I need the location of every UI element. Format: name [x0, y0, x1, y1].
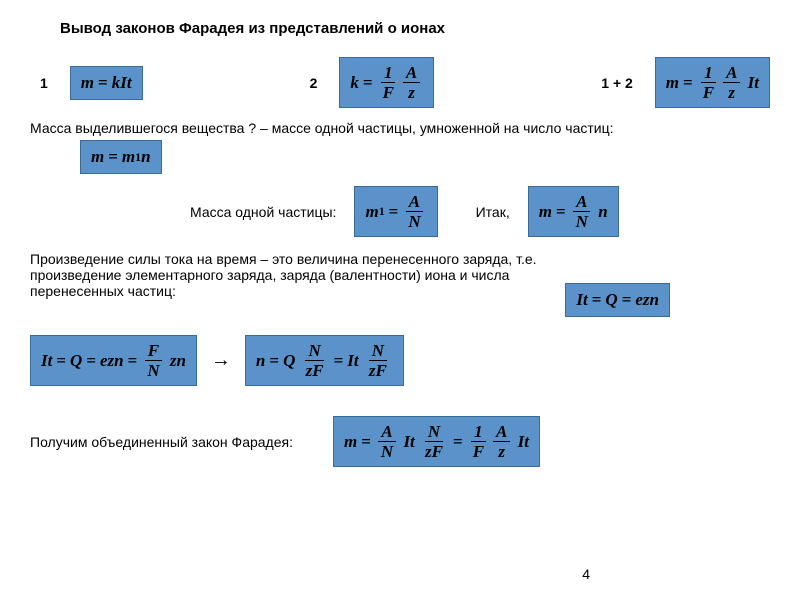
formula-row-1: 1 m=kIt 2 k=1F Az 1 + 2 m=1F Az It [40, 57, 770, 108]
formula-it-expand: It=Q=ezn= FN zn [30, 335, 197, 386]
conclusion-row: Получим объединенный закон Фарадея: m=AN… [30, 416, 770, 467]
formula-m1: m1=AN [354, 186, 437, 237]
formula-row-3: Масса одной частицы: m1=AN Итак, m=AN n [190, 186, 770, 237]
formula-it-q-ezn: It=Q=ezn [565, 283, 670, 317]
page-title: Вывод законов Фарадея из представлений о… [60, 20, 770, 37]
formula-m-combined: m=1F Az It [655, 57, 770, 108]
formula-m-m1n: m=m1n [80, 140, 162, 174]
text-conclusion: Получим объединенный закон Фарадея: [30, 434, 293, 450]
page-number: 4 [582, 566, 590, 582]
formula-k-def: k=1F Az [339, 57, 434, 108]
text-itak: Итак, [476, 204, 510, 220]
text-mass-eq: Масса выделившегося вещества ? – массе о… [30, 120, 770, 136]
formula-m-an-n: m=AN n [528, 186, 619, 237]
formula-m-kit: m=kIt [70, 66, 143, 100]
label-1: 1 [40, 75, 48, 91]
formula-row-2: m=m1n [80, 140, 770, 174]
text-mass-one: Масса одной частицы: [190, 204, 336, 220]
label-1plus2: 1 + 2 [601, 75, 633, 91]
formula-row-5: It=Q=ezn= FN zn → n=Q NzF =It NzF [30, 335, 770, 386]
label-2: 2 [310, 75, 318, 91]
arrow-icon: → [211, 349, 231, 372]
formula-final: m=AN It NzF= 1F Az It [333, 416, 540, 467]
formula-n-solve: n=Q NzF =It NzF [245, 335, 404, 386]
